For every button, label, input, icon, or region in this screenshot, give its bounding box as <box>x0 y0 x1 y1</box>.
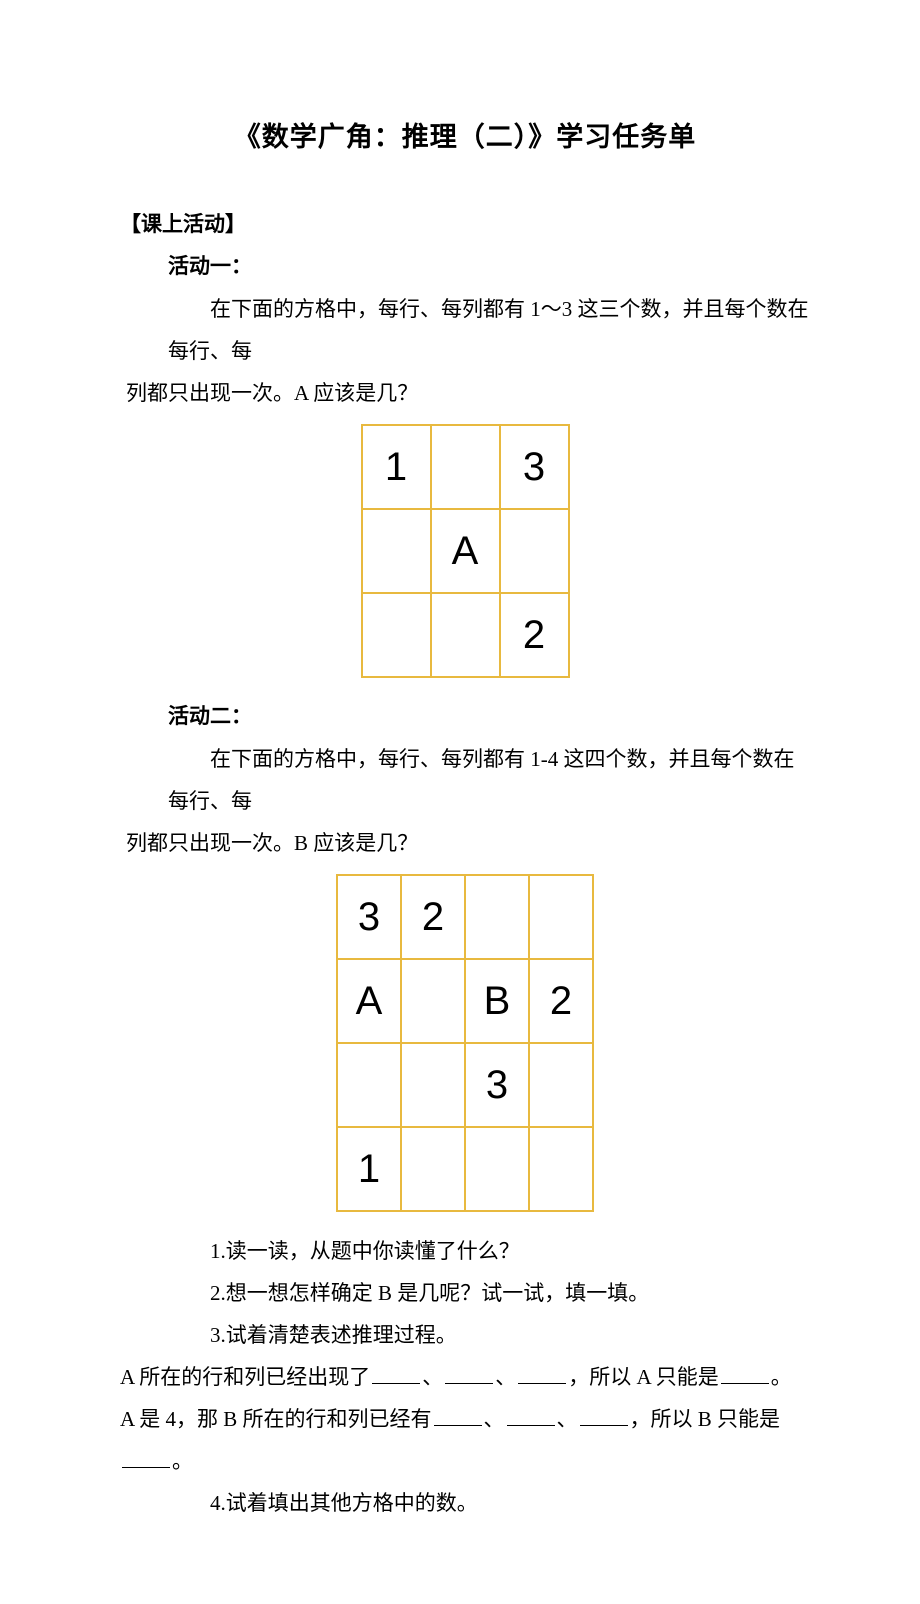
grid-cell: 1 <box>362 425 431 509</box>
table-row: 1 3 <box>362 425 569 509</box>
sep: 、 <box>484 1407 505 1431</box>
grid-cell: A <box>337 959 401 1043</box>
grid-cell: 3 <box>337 875 401 959</box>
activity-1-desc: 在下面的方格中，每行、每列都有 1～3 这三个数，并且每个数在每行、每 列都只出… <box>168 288 810 414</box>
grid-cell: 2 <box>500 593 569 677</box>
activity-2-desc-l1: 在下面的方格中，每行、每列都有 1-4 这四个数，并且每个数在每行、每 <box>168 747 795 813</box>
activity-1-grid-wrap: 1 3 A 2 <box>120 424 810 678</box>
grid-cell <box>529 1043 593 1127</box>
grid-cell <box>529 875 593 959</box>
activity-2-grid-wrap: 3 2 A B 2 3 1 <box>120 874 810 1212</box>
fill-a-end: 。 <box>771 1365 792 1389</box>
grid-cell <box>465 1127 529 1211</box>
question-2: 2.想一想怎样确定 B 是几呢？试一试，填一填。 <box>168 1272 810 1314</box>
activity-2-desc: 在下面的方格中，每行、每列都有 1-4 这四个数，并且每个数在每行、每 列都只出… <box>168 738 810 864</box>
grid-cell <box>431 425 500 509</box>
question-3: 3.试着清楚表述推理过程。 <box>168 1314 810 1356</box>
grid-cell <box>362 593 431 677</box>
activity-1-grid: 1 3 A 2 <box>361 424 570 678</box>
grid-cell <box>401 959 465 1043</box>
blank-input[interactable] <box>372 1362 420 1384</box>
activity-1-heading: 活动一： <box>168 246 810 288</box>
question-1: 1.读一读，从题中你读懂了什么？ <box>168 1230 810 1272</box>
grid-cell <box>401 1043 465 1127</box>
grid-cell <box>401 1127 465 1211</box>
table-row: 1 <box>337 1127 593 1211</box>
table-row: 3 2 <box>337 875 593 959</box>
grid-cell: 2 <box>401 875 465 959</box>
fill-line-b: A 是 4，那 B 所在的行和列已经有 、 、 ，所以 B 只能是。 <box>120 1398 810 1482</box>
sep: 、 <box>495 1365 516 1389</box>
grid-cell: 3 <box>465 1043 529 1127</box>
grid-cell <box>465 875 529 959</box>
blank-input[interactable] <box>434 1404 482 1426</box>
activity-2-grid: 3 2 A B 2 3 1 <box>336 874 594 1212</box>
sep: 、 <box>557 1407 578 1431</box>
grid-cell: B <box>465 959 529 1043</box>
grid-cell: 1 <box>337 1127 401 1211</box>
blank-input[interactable] <box>518 1362 566 1384</box>
fill-b-mid: ，所以 B 只能是 <box>630 1407 781 1431</box>
activity-2-desc-l2: 列都只出现一次。B 应该是几？ <box>126 822 418 864</box>
grid-cell: 3 <box>500 425 569 509</box>
table-row: A B 2 <box>337 959 593 1043</box>
grid-cell <box>500 509 569 593</box>
grid-cell: A <box>431 509 500 593</box>
worksheet-page: 《数学广角：推理（二）》学习任务单 【课上活动】 活动一： 在下面的方格中，每行… <box>0 0 920 1604</box>
sep: 、 <box>422 1365 443 1389</box>
grid-cell: 2 <box>529 959 593 1043</box>
table-row: 3 <box>337 1043 593 1127</box>
activity-2-heading: 活动二： <box>168 696 810 738</box>
blank-input[interactable] <box>580 1404 628 1426</box>
table-row: A <box>362 509 569 593</box>
blank-input[interactable] <box>122 1446 170 1468</box>
grid-cell <box>529 1127 593 1211</box>
fill-a-mid: ，所以 A 只能是 <box>568 1365 719 1389</box>
question-4: 4.试着填出其他方格中的数。 <box>168 1482 810 1524</box>
grid-cell <box>337 1043 401 1127</box>
blank-input[interactable] <box>721 1362 769 1384</box>
activity-1-desc-l2: 列都只出现一次。A 应该是几？ <box>126 372 418 414</box>
fill-line-a: A 所在的行和列已经出现了 、 、 ，所以 A 只能是 。 <box>120 1356 810 1398</box>
activity-1-desc-l1: 在下面的方格中，每行、每列都有 1～3 这三个数，并且每个数在每行、每 <box>168 297 809 363</box>
fill-b-pre: A 是 4，那 B 所在的行和列已经有 <box>120 1407 432 1431</box>
page-title: 《数学广角：推理（二）》学习任务单 <box>120 110 810 164</box>
blank-input[interactable] <box>445 1362 493 1384</box>
blank-input[interactable] <box>507 1404 555 1426</box>
grid-cell <box>431 593 500 677</box>
grid-cell <box>362 509 431 593</box>
table-row: 2 <box>362 593 569 677</box>
fill-b-end: 。 <box>172 1449 193 1473</box>
section-header: 【课上活动】 <box>120 204 810 246</box>
fill-a-pre: A 所在的行和列已经出现了 <box>120 1365 370 1389</box>
